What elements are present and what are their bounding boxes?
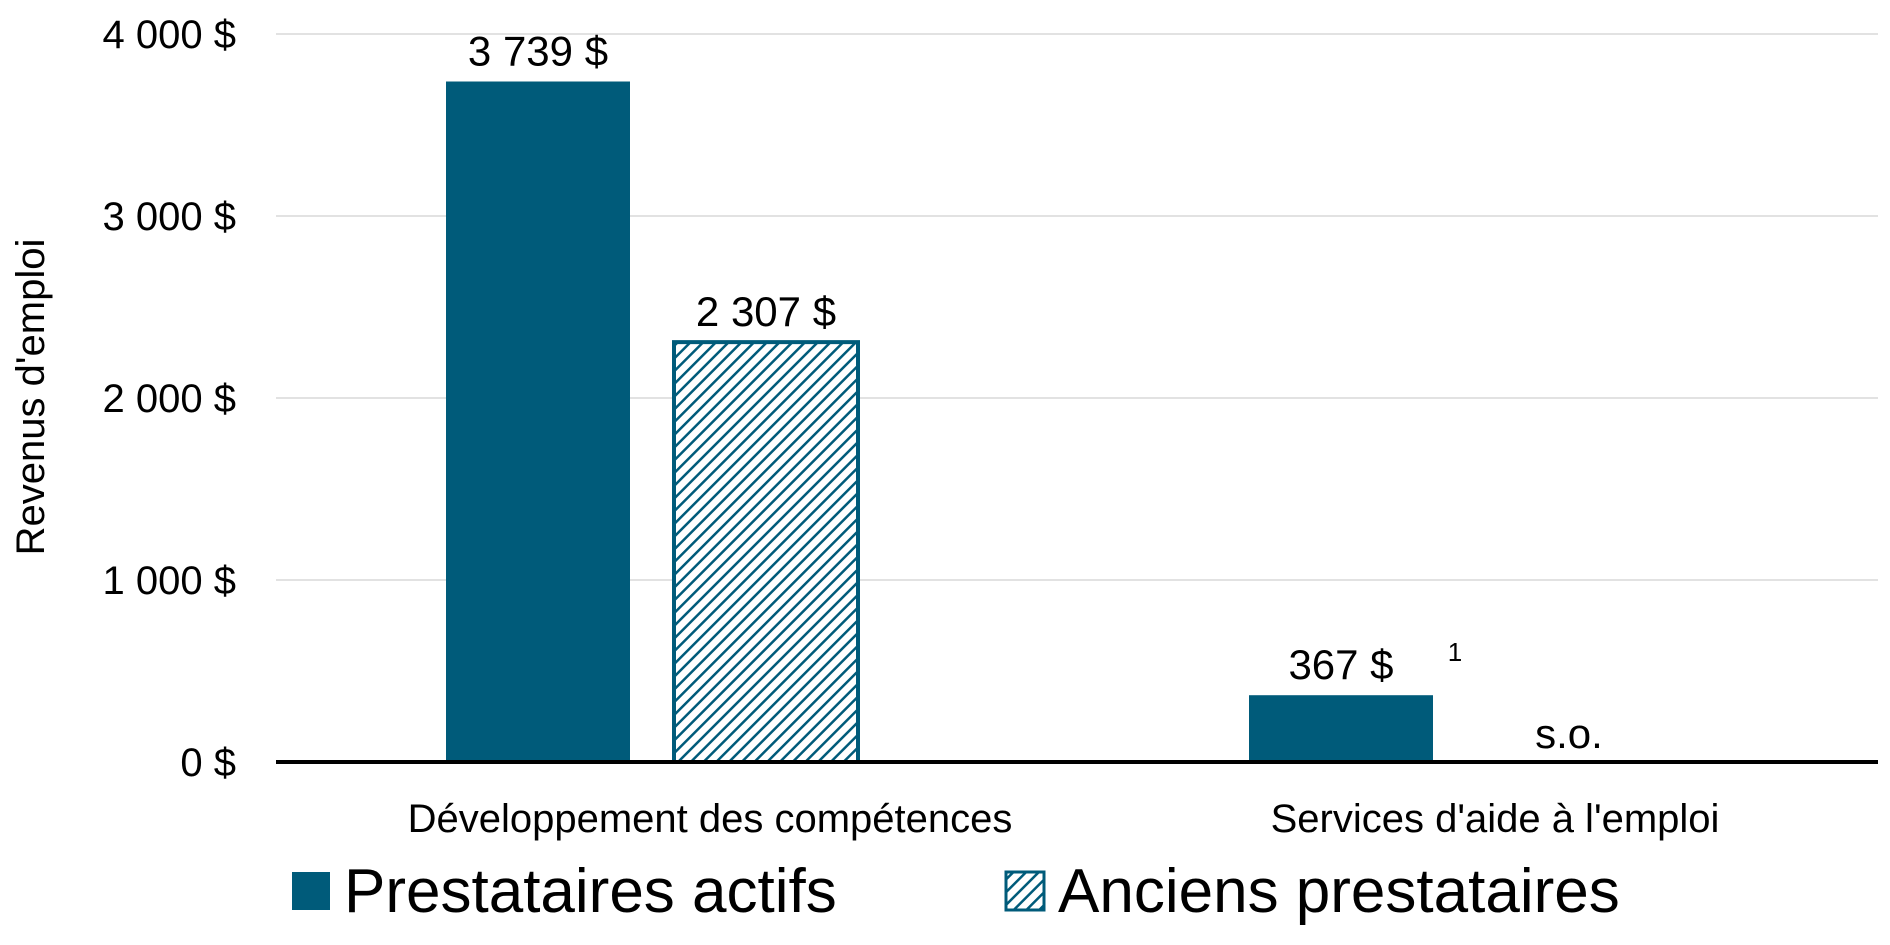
y-axis-title: Revenus d'emploi <box>9 239 53 556</box>
bars <box>446 81 1433 764</box>
legend-swatch <box>1004 870 1046 912</box>
bar <box>1249 695 1433 762</box>
x-axis-categories: Développement des compétences Services d'… <box>408 797 1720 841</box>
y-tick-label: 2 000 $ <box>103 377 236 421</box>
data-label: 367 $ <box>1288 641 1393 688</box>
y-axis-ticks: 0 $ 1 000 $ 2 000 $ 3 000 $ 4 000 $ <box>103 13 236 785</box>
data-label: s.o. <box>1535 710 1603 757</box>
legend-label: Prestataires actifs <box>344 857 837 926</box>
x-category-label: Développement des compétences <box>408 797 1013 841</box>
x-category-label: Services d'aide à l'emploi <box>1271 797 1720 841</box>
y-tick-label: 4 000 $ <box>103 13 236 57</box>
bar <box>672 340 860 764</box>
y-tick-label: 3 000 $ <box>103 195 236 239</box>
legend-swatch <box>292 872 330 910</box>
data-label: 2 307 $ <box>696 288 836 335</box>
y-tick-label: 0 $ <box>180 741 236 785</box>
legend: Prestataires actifs Anciens prestataires <box>292 857 1620 926</box>
footnote-marker: 1 <box>1448 637 1462 667</box>
y-tick-label: 1 000 $ <box>103 559 236 603</box>
bar <box>446 81 630 762</box>
data-labels: 3 739 $ 367 $ 1 2 307 $ s.o. <box>468 28 1603 757</box>
legend-label: Anciens prestataires <box>1058 857 1620 926</box>
data-label: 3 739 $ <box>468 28 608 75</box>
